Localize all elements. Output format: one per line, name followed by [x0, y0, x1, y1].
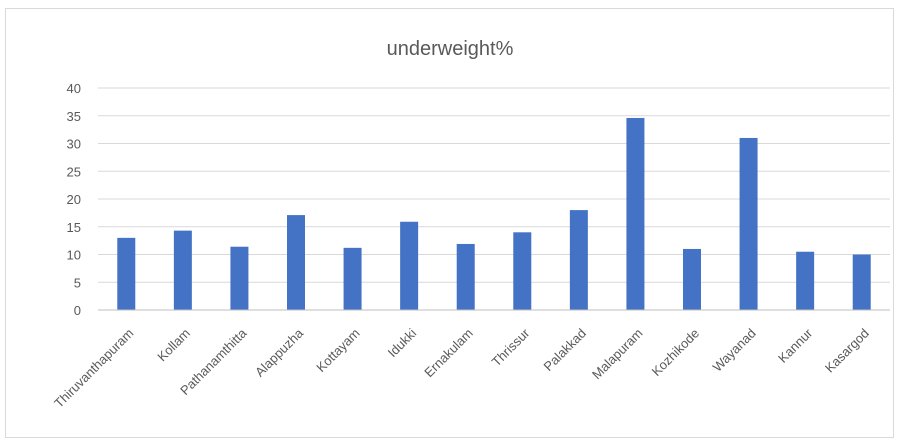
- bar-thiruvanthapuram: [117, 237, 136, 310]
- gridlines: [98, 87, 890, 283]
- bar-kasargod: [852, 254, 871, 310]
- y-tick-label: 35: [67, 109, 81, 124]
- y-tick-label: 30: [67, 137, 81, 152]
- x-tick-label: Wayanad: [710, 326, 759, 375]
- bar-kozhikode: [683, 248, 701, 310]
- x-tick-label: Kozhikode: [649, 326, 703, 380]
- y-tick-label: 5: [74, 275, 81, 290]
- x-tick-label: Kollam: [154, 326, 193, 365]
- x-tick-label: Alappuzha: [252, 325, 307, 380]
- x-tick-label: Idukki: [385, 325, 420, 360]
- bar-kollam: [173, 230, 192, 310]
- bar-malapuram: [626, 117, 645, 310]
- y-tick-label: 25: [67, 164, 81, 179]
- bar-wayanad: [739, 137, 758, 310]
- x-tick-label: Malapuram: [589, 326, 646, 383]
- bar-ernakulam: [456, 243, 475, 310]
- bar-palakkad: [569, 210, 588, 310]
- bar-kannur: [796, 251, 815, 310]
- bars: [117, 117, 871, 310]
- x-tick-label: Palakkad: [541, 326, 589, 374]
- x-tick-label: Thrissur: [489, 325, 533, 369]
- x-tick-label: Kannur: [775, 325, 816, 366]
- bar-pathanamthitta: [230, 246, 249, 310]
- y-axis-ticks: 0 5 10 15 20 25 30 35 40: [67, 81, 81, 318]
- x-tick-label: Thiruvanthapuram: [51, 326, 136, 411]
- y-tick-label: 20: [67, 192, 81, 207]
- bar-kottayam: [343, 247, 362, 310]
- bar-thrissur: [513, 232, 532, 310]
- y-tick-label: 0: [74, 303, 81, 318]
- x-tick-label: Ernakulam: [421, 326, 476, 381]
- chart-title: underweight%: [387, 38, 514, 60]
- bar-idukki: [400, 221, 419, 310]
- bar-alappuzha: [287, 215, 305, 310]
- y-tick-label: 40: [67, 81, 81, 96]
- y-tick-label: 15: [67, 220, 81, 235]
- y-tick-label: 10: [67, 248, 81, 263]
- x-tick-label: Kottayam: [313, 326, 362, 375]
- x-tick-label: Kasargod: [822, 326, 872, 376]
